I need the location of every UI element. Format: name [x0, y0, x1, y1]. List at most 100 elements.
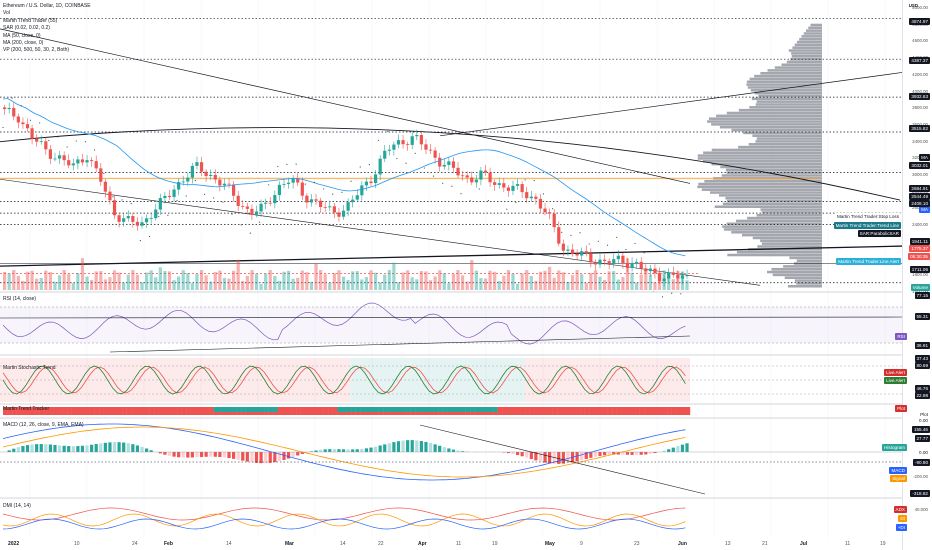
sar-dot [240, 224, 242, 226]
stoch-tag[interactable]: 22.98 [914, 391, 930, 399]
trend-cell-base [438, 412, 443, 415]
dmi-pane-title[interactable]: DMI (14, 14) [3, 503, 31, 509]
candle-body [273, 195, 277, 204]
macd-tag[interactable]: Signal [890, 474, 907, 482]
rsi-tag[interactable]: 55.31 [914, 312, 930, 320]
sar-dot [680, 293, 682, 295]
trend-cell [479, 407, 485, 412]
candle-body [493, 182, 497, 185]
price-tag[interactable]: 3032.01 [909, 161, 930, 169]
candle-body [474, 179, 478, 183]
stoch-tag[interactable]: Live Alert [884, 368, 907, 376]
trend-cell [589, 407, 595, 412]
macd-tag[interactable]: 155.46 [911, 425, 930, 433]
candle-body [644, 268, 648, 272]
trend-tag[interactable]: Plot [918, 410, 930, 418]
stoch-tag[interactable]: 37.43 [914, 354, 930, 362]
price-tag[interactable]: 1941.11 [909, 237, 930, 245]
indicator-ma200[interactable]: MA (200, close, 0) [3, 40, 44, 47]
chart-note-label[interactable]: Martin Trend Trader:Line Alert [836, 257, 901, 265]
price-tag[interactable]: 1711.06 [909, 265, 930, 273]
candle-body [204, 171, 208, 177]
indicator-martin-trend-trader[interactable]: Martin Trend Trader (55) [3, 17, 58, 24]
indicator-vp[interactable]: VP (200, 500, 50, 30, 2, Both) [3, 47, 70, 54]
indicator-ma50[interactable]: MA (50, close, 0) [3, 32, 41, 39]
vp-bar [756, 213, 822, 217]
macd-tag[interactable]: Histogram [882, 443, 907, 451]
macd-pane-title[interactable]: MACD (12, 26, close, 9, EMA, EMA) [3, 422, 84, 428]
volume-bar [39, 277, 43, 290]
stoch-pane-title[interactable]: Martin Stochastic Trend [3, 365, 56, 371]
macd-hist-bar [630, 452, 634, 455]
trend-cell [648, 407, 654, 412]
trendbar-pane-title[interactable]: Martin Trend Tracker [3, 406, 50, 412]
price-axis[interactable] [902, 0, 932, 550]
trend-tag[interactable]: Plot [895, 404, 907, 412]
price-tag[interactable]: 2684.91 [909, 184, 930, 192]
chart-note-label[interactable]: SAR:ParabolicSAR [857, 229, 901, 237]
stoch-tag[interactable]: Live Alert [884, 376, 907, 384]
macd-tag[interactable]: -318.82 [910, 489, 930, 497]
macd-tag[interactable]: -90.80 [912, 458, 930, 466]
indicator-sar[interactable]: SAR (0.02, 0.02, 0.2) [3, 25, 50, 32]
macd-hist-bar [236, 452, 240, 460]
rsi-tag[interactable]: 36.91 [914, 341, 930, 349]
macd-hist-bar [442, 447, 446, 452]
trend-cell [117, 407, 123, 412]
vp-bar [796, 282, 822, 285]
price-tag[interactable]: MA [919, 153, 930, 161]
dmi-tag[interactable]: ADX [893, 505, 907, 513]
trend-cell-base [644, 412, 649, 415]
trend-tag[interactable]: 0.00 [917, 416, 930, 424]
candle-body [44, 141, 48, 150]
macd-tag[interactable]: 27.77 [914, 434, 930, 442]
sar-dot [222, 201, 224, 203]
dmi-tag[interactable]: DI [898, 514, 907, 522]
macd-hist-bar [364, 448, 369, 452]
trend-cell-base [277, 412, 283, 415]
pane-separators [0, 291, 903, 499]
price-tag[interactable]: 1775.37 [909, 244, 930, 252]
dmi-tag[interactable]: +DI [895, 523, 907, 531]
stoch-tag[interactable]: 80.69 [914, 361, 930, 369]
price-tag[interactable]: 4387.37 [909, 56, 930, 64]
vp-bar [806, 29, 822, 32]
indicator-vol[interactable]: Vol [3, 10, 10, 17]
trend-cell-base [602, 412, 608, 415]
sar-dot [387, 130, 389, 132]
trend-cell-base [199, 412, 205, 415]
trend-cell [644, 407, 649, 412]
macd-hist-bar [314, 450, 318, 452]
price-tag[interactable]: 4874.97 [909, 17, 930, 25]
trend-cell [245, 407, 251, 412]
price-tag[interactable]: 2408.10 [909, 199, 930, 207]
trend-cell-base [250, 412, 256, 415]
macd-hist-bar [383, 444, 387, 452]
macd-tag[interactable]: 0.00 [917, 448, 930, 456]
price-tag[interactable]: 05:30:35 [908, 252, 930, 260]
candle-body [447, 161, 451, 165]
stoch-tag[interactable]: 46.76 [914, 384, 930, 392]
candle-body [227, 183, 231, 185]
price-tag[interactable]: MA [919, 205, 930, 213]
rsi-tag[interactable]: RSI [895, 332, 907, 340]
symbol-title[interactable]: Ethereum / U.S. Dollar, 1D, COINBASE [3, 3, 91, 9]
chart-note-label[interactable]: Martin Trend Trader:Stop Loss [834, 212, 901, 220]
candle-body [268, 202, 272, 204]
volume-bar [71, 283, 75, 290]
price-tag[interactable]: 2544.49 [909, 192, 930, 200]
price-tag[interactable]: 3515.82 [909, 124, 930, 132]
rsi-pane-title[interactable]: RSI (14, close) [3, 296, 37, 302]
price-tag[interactable]: 77.15 [914, 291, 930, 299]
price-tag[interactable]: 3932.63 [909, 92, 930, 100]
macd-tag[interactable]: MACD [889, 466, 907, 474]
chart-note-label[interactable]: Martin Trend Trader:Trend Line [833, 221, 901, 229]
sar-dot [588, 243, 590, 245]
volume-bar [387, 270, 391, 290]
volume-bar [630, 272, 634, 290]
trend-cell [76, 407, 82, 412]
volume-bar [451, 274, 456, 290]
price-tag[interactable]: Volume [910, 283, 930, 291]
vp-bar [720, 165, 822, 169]
